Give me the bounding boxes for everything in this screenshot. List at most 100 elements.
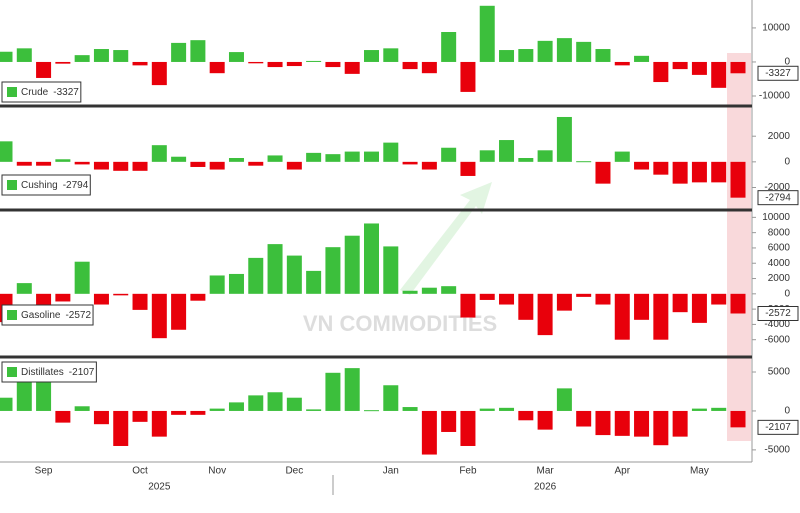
bar [344,151,360,162]
bar [653,161,669,175]
legend-name: Distillates [21,367,64,378]
bar [730,293,746,314]
y-tick-label: 10000 [762,23,790,34]
bar [0,397,13,411]
bar [672,410,688,437]
legend-swatch [7,367,17,377]
bar [113,50,129,62]
bar [228,158,244,162]
bar [634,293,650,320]
x-tick-label: Feb [459,466,477,477]
bar [479,5,495,62]
bar [653,61,669,83]
bar [441,147,457,162]
bar [325,372,341,411]
y-tick-label: -5000 [764,445,790,456]
y-tick-label: -2000 [764,182,790,193]
bar [248,61,264,64]
bar [730,161,746,198]
bar [364,410,379,412]
y-tick-label: 0 [784,406,790,417]
bar [325,61,341,68]
bar [711,61,727,88]
y-tick-label: 8000 [768,227,791,238]
bar [248,395,264,411]
bar [421,410,437,455]
bar [171,156,187,162]
bar [556,116,572,162]
bar [132,410,148,422]
bar [364,223,379,294]
legend-swatch [7,87,17,97]
bar [402,407,418,411]
bar [151,293,167,339]
bar [711,293,727,305]
bar [267,61,283,68]
y-tick-label: 2000 [768,273,791,284]
bar [74,406,90,411]
legend: Gasoline -2572 [1,304,94,326]
bar [306,270,322,294]
bar [711,161,727,183]
bar [518,158,534,162]
bar [190,410,206,415]
bar [460,61,476,92]
legend-name: Cushing [21,180,58,191]
bar [248,257,264,294]
bar [93,410,109,425]
bar [421,61,437,74]
bar [286,255,302,294]
bar [595,410,611,436]
bar [460,410,476,446]
bar [499,293,515,305]
legend: Cushing -2794 [1,174,91,196]
bar [132,161,148,171]
bar [402,161,418,165]
bar [151,410,167,437]
bar [228,402,244,411]
bar [344,368,360,411]
bar [74,161,90,165]
bar [614,61,630,66]
bar [518,293,534,320]
bar [113,293,129,296]
bar [653,293,669,340]
bar [55,410,71,423]
bar [537,410,553,430]
bar [421,287,437,294]
bar [306,60,322,62]
bar [171,410,187,415]
bar [730,410,746,428]
bar [460,161,476,176]
bar [383,385,399,411]
bar [36,161,52,166]
legend-value: -3327 [53,87,79,98]
bar [556,388,572,411]
bar [16,379,32,411]
y-tick-label: 0 [784,156,790,167]
bar [93,293,109,305]
bar [672,161,688,184]
bar [190,293,206,301]
bar [306,152,322,162]
legend-value: -2794 [63,180,89,191]
x-tick-label: Sep [35,466,53,477]
bar [614,293,630,340]
bar [74,55,90,62]
y-tick-label: 10000 [762,212,790,223]
bar [344,235,360,294]
bar [441,410,457,432]
y-tick-label: -6000 [764,334,790,345]
bar [441,286,457,294]
bar [286,61,302,67]
bar [691,293,707,323]
bar [151,61,167,86]
bar [113,410,129,446]
bar [518,410,534,421]
y-tick-label: -4000 [764,319,790,330]
bar [364,151,379,162]
bar [248,161,264,166]
bar [479,293,495,300]
bar [402,290,418,294]
bar [479,408,495,411]
